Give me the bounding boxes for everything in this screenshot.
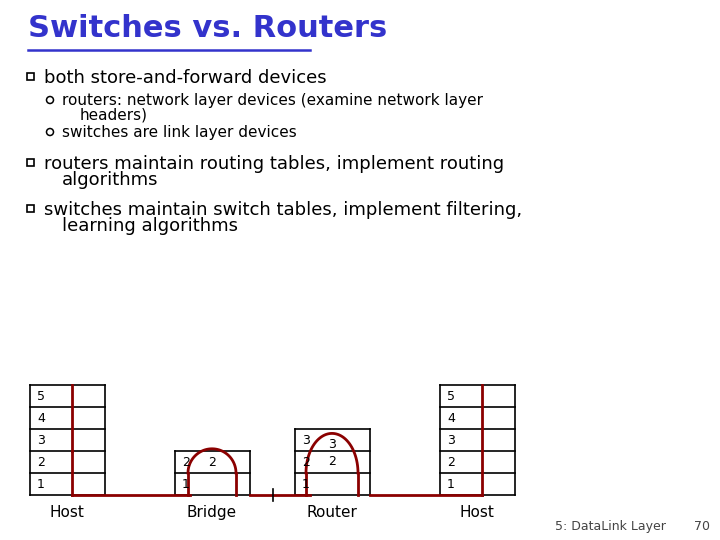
Text: both store-and-forward devices: both store-and-forward devices (44, 69, 327, 87)
Text: switches are link layer devices: switches are link layer devices (62, 125, 297, 140)
Bar (27, 205, 34, 212)
Text: 3: 3 (447, 434, 455, 447)
Text: 5: DataLink Layer: 5: DataLink Layer (555, 520, 666, 533)
Text: routers maintain routing tables, implement routing: routers maintain routing tables, impleme… (44, 155, 504, 173)
Text: 2: 2 (37, 456, 45, 469)
Text: headers): headers) (80, 108, 148, 123)
Text: 70: 70 (694, 520, 710, 533)
Text: 1: 1 (37, 477, 45, 490)
Text: 4: 4 (447, 411, 455, 424)
Text: 5: 5 (37, 389, 45, 402)
Text: Router: Router (307, 505, 357, 520)
Text: 4: 4 (37, 411, 45, 424)
Text: Switches vs. Routers: Switches vs. Routers (28, 14, 387, 43)
Text: 1: 1 (182, 477, 190, 490)
Text: 3: 3 (328, 438, 336, 451)
Text: 1: 1 (302, 477, 310, 490)
Text: 5: 5 (447, 389, 455, 402)
Text: Host: Host (50, 505, 84, 520)
Text: 3: 3 (302, 434, 310, 447)
Text: 2: 2 (447, 456, 455, 469)
Circle shape (47, 97, 53, 104)
Circle shape (47, 129, 53, 136)
Text: 3: 3 (37, 434, 45, 447)
Text: Host: Host (459, 505, 495, 520)
Text: 1: 1 (447, 477, 455, 490)
Text: switches maintain switch tables, implement filtering,: switches maintain switch tables, impleme… (44, 201, 522, 219)
Bar (27, 159, 34, 165)
Text: 2: 2 (328, 455, 336, 468)
Text: algorithms: algorithms (62, 171, 158, 189)
Bar (27, 72, 34, 79)
Text: 2: 2 (182, 456, 190, 469)
Text: 2: 2 (302, 456, 310, 469)
Text: routers: network layer devices (examine network layer: routers: network layer devices (examine … (62, 93, 483, 108)
Text: 2: 2 (208, 456, 216, 469)
Text: learning algorithms: learning algorithms (62, 217, 238, 235)
Text: Bridge: Bridge (187, 505, 237, 520)
